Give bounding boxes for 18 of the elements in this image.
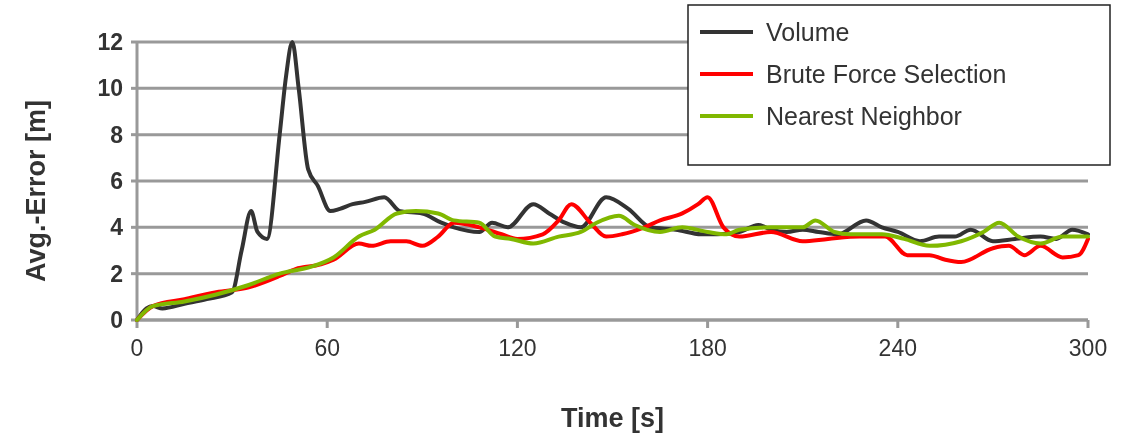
y-tick-label: 10 — [97, 75, 123, 102]
legend-label: Nearest Neighbor — [766, 101, 962, 130]
x-axis-title: Time [s] — [560, 403, 665, 433]
legend-label: Volume — [766, 17, 850, 46]
y-tick-label: 12 — [97, 29, 123, 56]
x-tick-label: 240 — [878, 335, 917, 361]
legend-label: Brute Force Selection — [766, 59, 1007, 88]
x-tick-label: 180 — [688, 335, 727, 361]
y-tick-label: 0 — [110, 307, 123, 334]
y-tick-label: 4 — [110, 214, 124, 241]
x-tick-label: 120 — [498, 335, 537, 361]
x-tick-label: 300 — [1068, 335, 1108, 361]
y-tick-label: 8 — [110, 121, 124, 148]
y-tick-label: 2 — [110, 260, 123, 287]
x-tick-label: 0 — [130, 335, 144, 361]
y-axis-title: Avg.-Error [m] — [21, 99, 51, 283]
y-tick-label: 6 — [110, 168, 123, 195]
x-tick-label: 60 — [314, 335, 340, 361]
